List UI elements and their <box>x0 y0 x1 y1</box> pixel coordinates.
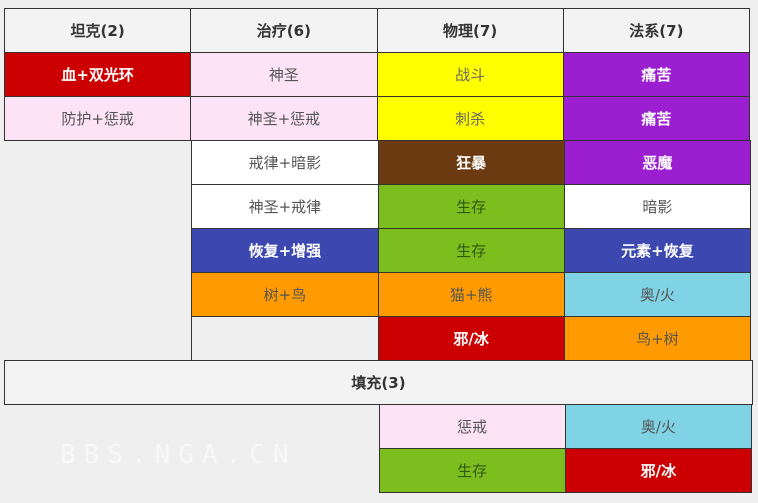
table-row: 神圣+戒律 生存 暗影 <box>4 184 753 229</box>
spec-cell: 猫+熊 <box>377 272 565 317</box>
table-row: 防护+惩戒 神圣+惩戒 刺杀 痛苦 <box>4 96 753 141</box>
spec-cell: 痛苦 <box>562 52 750 97</box>
table-row: 戒律+暗影 狂暴 恶魔 <box>4 140 753 185</box>
table-row: 生存 邪/冰 <box>4 448 753 493</box>
spec-cell: 奥/火 <box>564 404 752 449</box>
table-row: 邪/冰 鸟+树 <box>4 316 753 361</box>
empty-cell <box>4 272 191 316</box>
spec-cell: 惩戒 <box>378 404 566 449</box>
spec-cell: 奥/火 <box>563 272 751 317</box>
spec-cell: 元素+恢复 <box>563 228 751 273</box>
header-filler: 填充(3) <box>4 360 753 405</box>
spec-cell: 防护+惩戒 <box>4 96 192 141</box>
table-row: 血+双光环 神圣 战斗 痛苦 <box>4 52 753 97</box>
empty-cell <box>4 404 191 448</box>
header-row: 坦克(2) 治疗(6) 物理(7) 法系(7) <box>4 8 753 53</box>
spec-cell: 痛苦 <box>562 96 750 141</box>
spec-cell: 血+双光环 <box>4 52 192 97</box>
empty-cell <box>4 316 191 360</box>
header-caster: 法系(7) <box>562 8 750 53</box>
spec-cell: 鸟+树 <box>563 316 751 361</box>
empty-cell <box>4 228 191 272</box>
spec-cell: 恢复+增强 <box>191 228 379 273</box>
empty-cell <box>4 448 191 492</box>
spec-cell: 生存 <box>377 228 565 273</box>
spec-cell: 刺杀 <box>376 96 564 141</box>
spec-cell: 邪/冰 <box>377 316 565 361</box>
spec-cell: 邪/冰 <box>564 448 752 493</box>
header-physical: 物理(7) <box>376 8 564 53</box>
empty-cell <box>191 404 378 448</box>
spec-cell: 恶魔 <box>563 140 751 185</box>
spec-cell: 戒律+暗影 <box>191 140 379 185</box>
spec-cell: 神圣+戒律 <box>191 184 379 229</box>
spec-cell: 生存 <box>377 184 565 229</box>
spec-cell: 神圣+惩戒 <box>190 96 378 141</box>
empty-cell <box>191 448 378 492</box>
header-healer: 治疗(6) <box>190 8 378 53</box>
table-row: 惩戒 奥/火 <box>4 404 753 449</box>
spec-cell: 生存 <box>378 448 566 493</box>
spec-cell: 树+鸟 <box>191 272 379 317</box>
table-row: 恢复+增强 生存 元素+恢复 <box>4 228 753 273</box>
empty-cell <box>4 184 191 228</box>
class-table: 坦克(2) 治疗(6) 物理(7) 法系(7) 血+双光环 神圣 战斗 痛苦 防护+惩戒… <box>4 8 753 493</box>
empty-cell <box>4 140 191 184</box>
spec-cell <box>191 316 379 361</box>
spec-cell: 狂暴 <box>377 140 565 185</box>
spec-cell: 战斗 <box>376 52 564 97</box>
filler-header-row: 填充(3) <box>4 360 753 405</box>
table-row: 树+鸟 猫+熊 奥/火 <box>4 272 753 317</box>
spec-cell: 神圣 <box>190 52 378 97</box>
header-tank: 坦克(2) <box>4 8 192 53</box>
spec-cell: 暗影 <box>563 184 751 229</box>
